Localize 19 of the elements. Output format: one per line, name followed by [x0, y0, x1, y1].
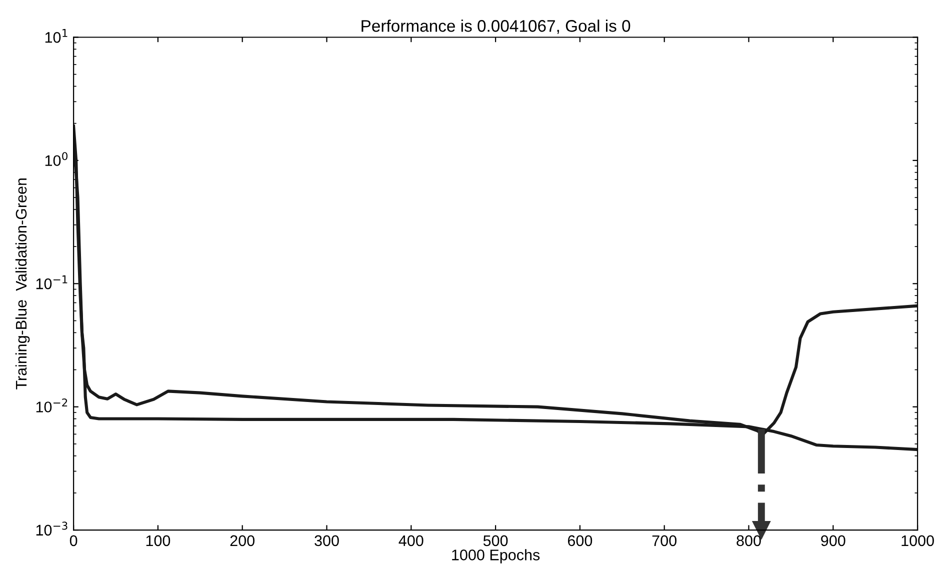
chart-title: Performance is 0.0041067, Goal is 0 — [362, 20, 630, 34]
y-tick-label: 10$^{−1}$ — [36, 275, 68, 290]
y-tick-label: 10$^{−3}$ — [36, 522, 68, 536]
x-tick-label: 300 — [314, 535, 339, 546]
x-tick-label: 900 — [821, 535, 846, 546]
x-tick-label: 1000 — [902, 535, 934, 546]
x-tick-label: 0 — [70, 535, 78, 546]
y-tick-label: 10$^{1}$ — [45, 29, 68, 43]
x-axis-title: 1000 Epochs — [452, 549, 540, 564]
x-tick-label: 800 — [736, 535, 761, 546]
x-tick-label: 100 — [146, 535, 170, 546]
x-tick-label: 600 — [568, 535, 592, 546]
x-tick-label: 200 — [230, 535, 254, 546]
x-tick-label: 700 — [652, 535, 676, 546]
y-tick-label: 10$^{0}$ — [45, 152, 68, 166]
x-tick-label: 400 — [398, 535, 424, 546]
y-axis-title: Training-Blue Validation-Green — [15, 178, 30, 390]
x-tick-label: 500 — [483, 535, 508, 546]
y-tick-label: 10$^{−2}$ — [36, 398, 68, 412]
